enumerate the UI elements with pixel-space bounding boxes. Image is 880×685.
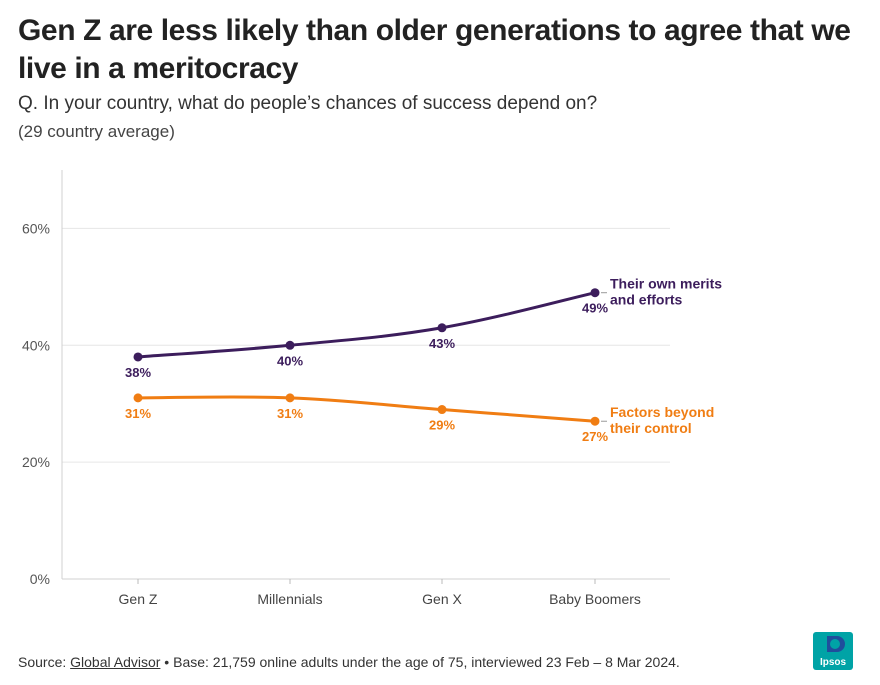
y-tick-label: 60% [22, 220, 50, 236]
series-name-label: and efforts [610, 292, 683, 308]
logo-text: Ipsos [820, 657, 847, 668]
global-advisor-link[interactable]: Global Advisor [70, 654, 161, 670]
x-tick-label: Gen Z [119, 591, 158, 607]
base-description: • Base: 21,759 online adults under the a… [160, 654, 680, 670]
data-point [133, 393, 143, 403]
data-point [285, 393, 295, 403]
line-chart: 0% 20% 40% 60% Gen Z Millennials Gen X Baby Bo… [22, 170, 722, 607]
data-point [285, 340, 295, 350]
data-label: 40% [277, 353, 303, 368]
x-tick-label: Millennials [257, 591, 322, 607]
x-tick-label: Baby Boomers [549, 591, 641, 607]
y-tick-label: 20% [22, 454, 50, 470]
average-note: (29 country average) [18, 122, 175, 141]
data-point [590, 288, 600, 298]
grid-lines [62, 227, 670, 463]
y-axis-ticks: 0% 20% 40% 60% [22, 220, 50, 587]
data-point [437, 323, 447, 333]
series-line [136, 395, 597, 423]
logo-mark-hole [830, 639, 840, 649]
x-axis-ticks: Gen Z Millennials Gen X Baby Boomers [119, 579, 641, 607]
y-tick-label: 40% [22, 337, 50, 353]
series-name-label: their control [610, 420, 692, 436]
series-name-label: Their own merits [610, 276, 722, 292]
y-tick-label: 0% [30, 571, 50, 587]
source-footer: Source: Global Advisor • Base: 21,759 on… [18, 652, 680, 672]
data-label: 31% [277, 406, 303, 421]
data-label: 29% [429, 418, 455, 433]
data-label: 49% [582, 301, 608, 316]
data-point [437, 405, 447, 415]
data-point [133, 352, 143, 362]
series-line [136, 291, 597, 359]
question-text: Q. In your country, what do people’s cha… [18, 93, 598, 114]
data-label: 27% [582, 429, 608, 444]
chart-title: Gen Z are less likely than older generat… [18, 14, 851, 85]
data-label: 31% [125, 406, 151, 421]
data-label: 38% [125, 365, 151, 380]
ipsos-logo: Ipsos [813, 632, 853, 670]
data-label: 43% [429, 336, 455, 351]
series-name-label: Factors beyond [610, 404, 714, 420]
x-tick-label: Gen X [422, 591, 462, 607]
data-point [590, 416, 600, 426]
source-label: Source: [18, 654, 71, 670]
